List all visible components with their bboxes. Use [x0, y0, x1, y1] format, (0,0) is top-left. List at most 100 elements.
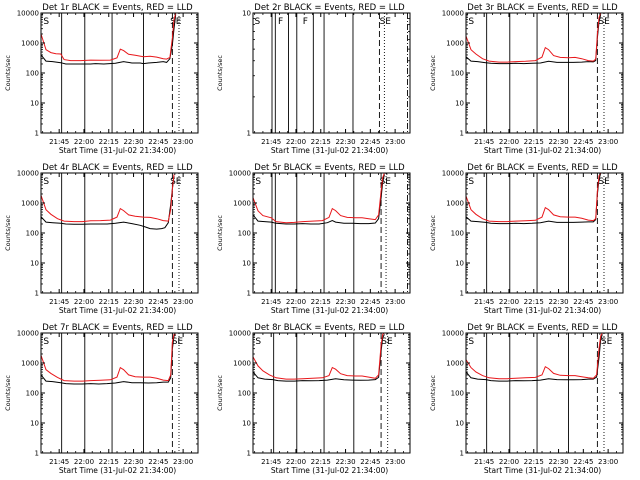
y-tick-label: 10	[455, 100, 464, 108]
panel-det-8: Det 8r BLACK = Events, RED = LLD S SE 10000…	[216, 323, 411, 475]
y-tick-label: 1	[35, 450, 39, 458]
panel-det-9: Det 9r BLACK = Events, RED = LLD S SE 10000…	[429, 323, 624, 475]
panel-title: Det 5r BLACK = Events, RED = LLD	[254, 163, 405, 173]
event-marker: SE	[380, 17, 392, 27]
x-axis-label: Start Time (31-Jul-02 21:34:00)	[59, 306, 176, 315]
x-tick-label: 23:00	[598, 138, 618, 146]
x-tick-label: 22:00	[499, 458, 519, 466]
x-tick-label: 22:00	[74, 458, 94, 466]
x-tick-label: 22:00	[286, 298, 306, 306]
panel-title: Det 9r BLACK = Events, RED = LLD	[467, 323, 618, 333]
event-marker: S	[43, 177, 49, 187]
event-marker: SE	[172, 337, 184, 347]
y-tick-label: 10000	[442, 10, 464, 18]
y-tick-label: 10	[30, 100, 39, 108]
y-tick-label: 100	[238, 390, 251, 398]
panel-det-4: Det 4r BLACK = Events, RED = LLD S SE 10000…	[4, 163, 199, 315]
x-tick-label: 23:00	[173, 458, 193, 466]
x-axis-label: Start Time (31-Jul-02 21:34:00)	[484, 306, 601, 315]
x-tick-label: 22:30	[123, 458, 143, 466]
x-tick-label: 21:45	[49, 298, 69, 306]
x-tick-label: 22:30	[335, 138, 355, 146]
x-tick-label: 21:45	[261, 298, 281, 306]
x-axis-label: Start Time (31-Jul-02 21:34:00)	[59, 146, 176, 155]
lld-rate-line	[253, 173, 385, 224]
x-tick-label: 23:00	[385, 458, 405, 466]
plot-frame	[252, 332, 411, 454]
x-tick-label: 23:00	[173, 298, 193, 306]
y-tick-label: 1	[247, 290, 251, 298]
plot-frame	[465, 12, 624, 134]
y-tick-label: 1000	[446, 200, 464, 208]
x-tick-label: 23:00	[385, 298, 405, 306]
x-tick-label: 22:30	[548, 138, 568, 146]
panel-det-3: Det 3r BLACK = Events, RED = LLD S SE 10000…	[429, 3, 624, 155]
y-axis-label: Counts/sec	[216, 55, 224, 91]
y-axis-label: Counts/sec	[429, 55, 437, 91]
x-tick-label: 22:15	[524, 458, 544, 466]
x-tick-label: 22:15	[311, 138, 331, 146]
y-tick-label: 1	[35, 130, 39, 138]
y-tick-label: 1	[460, 130, 464, 138]
y-tick-label: 100	[26, 390, 39, 398]
y-tick-label: 1	[460, 290, 464, 298]
lld-rate-line	[253, 333, 385, 380]
y-tick-label: 1	[247, 450, 251, 458]
y-axis-label: Counts/sec	[216, 375, 224, 411]
y-tick-label: 10000	[17, 330, 39, 338]
x-tick-label: 23:00	[385, 138, 405, 146]
event-marker: S	[43, 337, 49, 347]
x-tick-label: 22:30	[335, 298, 355, 306]
events-rate-line	[466, 14, 602, 65]
y-tick-label: 1000	[233, 200, 251, 208]
lld-rate-line	[41, 174, 175, 223]
x-tick-label: 22:15	[99, 298, 119, 306]
x-tick-label: 22:15	[311, 458, 331, 466]
x-tick-label: 22:45	[360, 298, 380, 306]
event-marker: SE	[170, 177, 182, 187]
x-axis-label: Start Time (31-Jul-02 21:34:00)	[484, 466, 601, 475]
x-tick-label: 22:15	[524, 138, 544, 146]
x-tick-label: 23:00	[598, 298, 618, 306]
lld-rate-line	[41, 13, 177, 62]
x-tick-label: 23:00	[598, 458, 618, 466]
plot-frame	[465, 172, 624, 294]
y-tick-label: 10	[30, 420, 39, 428]
lld-rate-line	[466, 13, 602, 63]
x-axis-label: Start Time (31-Jul-02 21:34:00)	[59, 466, 176, 475]
event-marker: SE	[601, 337, 613, 347]
x-tick-label: 22:00	[499, 298, 519, 306]
panel-title: Det 7r BLACK = Events, RED = LLD	[42, 323, 193, 333]
lld-rate-line	[466, 333, 603, 380]
x-tick-label: 22:15	[311, 298, 331, 306]
event-marker: SE	[598, 17, 610, 27]
panel-det-2: Det 2r BLACK = Events, RED = LLD S F F SE 10 1…	[216, 3, 411, 155]
panel-det-1: Det 1r BLACK = Events, RED = LLD S SE 10000…	[4, 3, 199, 155]
y-tick-label: 100	[451, 230, 464, 238]
event-marker: SE	[598, 177, 610, 187]
y-tick-label: 10	[242, 260, 251, 268]
y-tick-label: 1000	[233, 360, 251, 368]
y-axis-label: Counts/sec	[216, 215, 224, 251]
event-marker: S	[468, 177, 474, 187]
y-axis-label: Counts/sec	[429, 375, 437, 411]
event-marker: F	[303, 17, 308, 27]
events-rate-line	[41, 175, 175, 230]
panel-title: Det 2r BLACK = Events, RED = LLD	[254, 3, 405, 13]
x-tick-label: 21:45	[261, 458, 281, 466]
y-tick-label: 1	[460, 450, 464, 458]
x-tick-label: 22:00	[499, 138, 519, 146]
x-axis-label: Start Time (31-Jul-02 21:34:00)	[271, 306, 388, 315]
y-tick-label: 10	[455, 420, 464, 428]
x-tick-label: 22:30	[335, 458, 355, 466]
events-rate-line	[466, 334, 603, 382]
events-rate-line	[253, 334, 385, 382]
panel-title: Det 6r BLACK = Events, RED = LLD	[467, 163, 618, 173]
x-tick-label: 21:45	[474, 138, 494, 146]
event-marker: S	[255, 177, 261, 187]
y-axis-label: Counts/sec	[4, 375, 12, 411]
panel-title: Det 1r BLACK = Events, RED = LLD	[42, 3, 193, 13]
plot-frame	[40, 12, 199, 134]
y-axis-label: Counts/sec	[4, 55, 12, 91]
